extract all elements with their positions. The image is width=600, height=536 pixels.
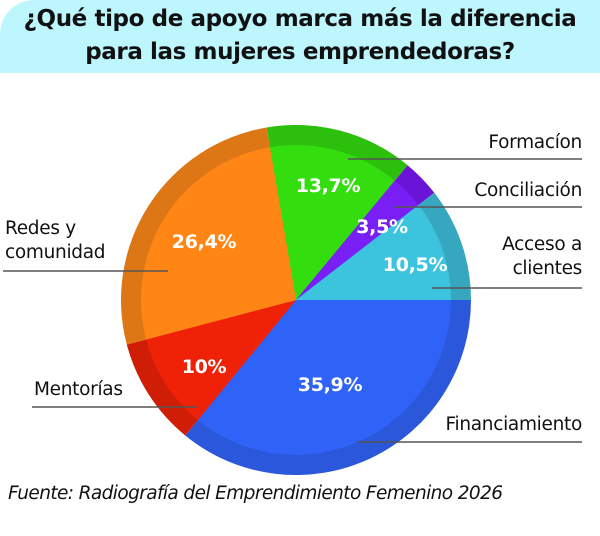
pie-slice bbox=[140, 147, 296, 340]
pie-slice bbox=[296, 180, 419, 300]
category-label-redes-line1: Redes y bbox=[5, 218, 76, 239]
chart-title-line2: para las mujeres emprendedoras? bbox=[85, 39, 515, 65]
value-label-financiamiento: 35,9% bbox=[297, 374, 363, 396]
pie-slice bbox=[269, 145, 395, 300]
value-label-formacion: 13,7% bbox=[295, 175, 361, 197]
category-label-acceso-line1: Acceso a bbox=[502, 234, 582, 255]
pie-slice bbox=[296, 205, 452, 301]
category-label-acceso-line2: clientes bbox=[512, 258, 583, 279]
title-banner bbox=[0, 0, 600, 73]
value-label-acceso: 10,5% bbox=[382, 254, 448, 276]
value-label-mentorias: 10% bbox=[181, 356, 227, 378]
value-label-conciliacion: 3,5% bbox=[356, 216, 408, 238]
pie-slices bbox=[120, 124, 471, 476]
category-label-acceso: Acceso a clientes bbox=[502, 233, 582, 281]
pie-slice bbox=[146, 300, 296, 421]
category-label-redes: Redes y comunidad bbox=[5, 217, 106, 265]
source-note: Fuente: Radiografía del Emprendimiento F… bbox=[8, 483, 503, 504]
chart-title-line1: ¿Qué tipo de apoyo marca más la diferenc… bbox=[23, 6, 577, 32]
category-label-mentorias: Mentorías bbox=[34, 379, 123, 400]
category-label-financiamiento: Financiamiento bbox=[445, 414, 582, 435]
category-label-conciliacion: Conciliación bbox=[474, 180, 582, 201]
value-label-redes: 26,4% bbox=[171, 231, 237, 253]
pie-slice bbox=[197, 300, 451, 455]
chart-title: ¿Qué tipo de apoyo marca más la diferenc… bbox=[0, 3, 600, 69]
leader-lines bbox=[3, 158, 582, 443]
category-label-redes-line2: comunidad bbox=[5, 242, 106, 263]
category-label-formacion: Formacíon bbox=[488, 132, 582, 153]
